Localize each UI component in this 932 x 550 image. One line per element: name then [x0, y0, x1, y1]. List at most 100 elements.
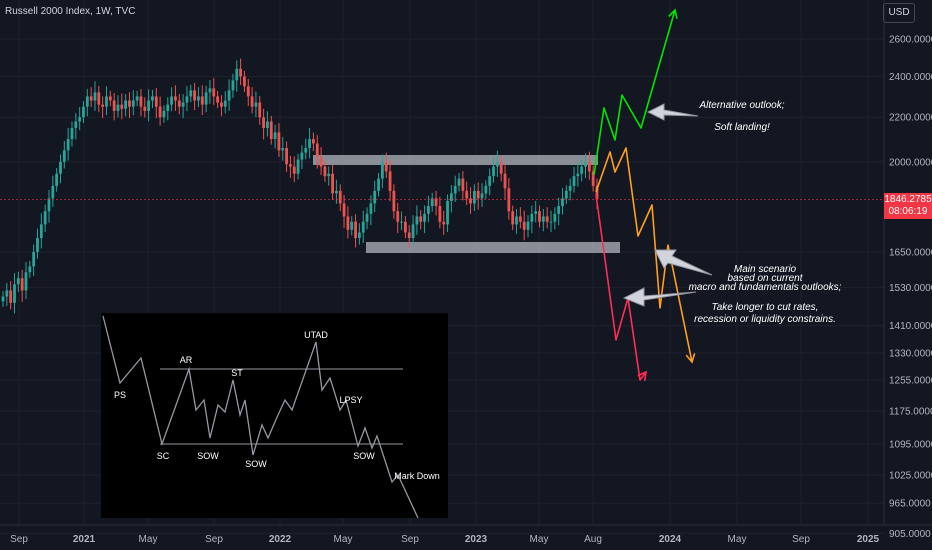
price-axis: 2600.0000 2400.0000 2200.0000 2000.0000 1650… [883, 0, 932, 540]
candle-body [250, 96, 254, 107]
candle-body [254, 102, 258, 107]
candle-body [181, 102, 185, 107]
candle-body [327, 173, 331, 177]
candle-body [32, 251, 36, 267]
candle-body [166, 104, 170, 111]
candle-body [89, 96, 93, 101]
candle-body [331, 173, 334, 194]
candle-body [380, 161, 384, 179]
candle-body [124, 100, 128, 109]
candle-body [472, 190, 476, 204]
candle-body [116, 104, 120, 111]
last-price-tag: 1846.2785 08:06:19 [884, 193, 932, 219]
support-resistance-zones [313, 155, 620, 253]
candle-body [9, 290, 13, 303]
candle-body [480, 193, 484, 199]
annotation-text: Take longer to cut rates, [712, 302, 819, 313]
candle-body [208, 88, 212, 93]
candle-body [24, 272, 28, 291]
candle-body [507, 188, 511, 212]
time-tick-label: Sep [205, 534, 223, 545]
candle-body [158, 106, 162, 118]
candle-body [312, 139, 315, 144]
candle-body [101, 104, 105, 107]
price-tick-label: 1025.0000 [889, 470, 932, 481]
annotation-text: recession or liquidity constrains. [694, 314, 836, 325]
candle-body [204, 92, 208, 105]
candle-body [457, 178, 461, 186]
main-callout-arrow-lower [622, 287, 697, 307]
candle-body [231, 80, 235, 91]
candle-body [112, 100, 116, 111]
candle-body [400, 221, 403, 223]
candle-body [78, 117, 82, 122]
main-callout-arrow-upper [654, 249, 713, 276]
candle-body [495, 161, 499, 167]
candle-body [147, 100, 151, 111]
candle-body [335, 190, 338, 194]
candle-body [227, 90, 231, 101]
candle-body [304, 148, 308, 153]
candle-body [193, 90, 197, 101]
candle-body [216, 96, 220, 103]
candle-body [595, 185, 599, 200]
candle-body [518, 216, 522, 222]
candle-body [530, 213, 534, 222]
candle-body [407, 232, 411, 238]
candle-body [281, 148, 285, 151]
candle-body [461, 178, 465, 191]
candle-body [453, 185, 457, 194]
candle-body [128, 100, 131, 107]
candle-body [120, 104, 124, 109]
candle-body [526, 221, 530, 230]
price-tick-label: 1650.0000 [889, 247, 932, 258]
candle-body [515, 216, 518, 225]
candle-body [392, 190, 396, 212]
candle-body [545, 216, 549, 222]
candle-body [269, 121, 273, 140]
candle-body [1, 296, 5, 302]
candle-body [403, 221, 407, 233]
time-tick-label: May [139, 534, 158, 545]
time-tick-label: May [728, 534, 747, 545]
candle-body [373, 190, 377, 204]
candle-body [361, 221, 365, 233]
candle-body [308, 139, 311, 149]
candle-body [74, 121, 78, 129]
candle-body [243, 76, 246, 87]
candle-body [162, 110, 166, 118]
candle-body [13, 284, 16, 303]
price-tick-label: 1410.0000 [889, 321, 932, 332]
candle-body [534, 211, 538, 214]
candle-body [5, 290, 9, 297]
currency-button[interactable]: USD [883, 3, 915, 23]
candle-body [70, 128, 74, 140]
inset-price-path [102, 315, 419, 519]
red-projection-path [595, 194, 647, 381]
candle-body [185, 96, 189, 103]
price-tick-label: 2000.0000 [889, 157, 932, 168]
candle-body [492, 166, 495, 177]
price-tick-label: 965.0000 [889, 499, 931, 510]
price-tick-label: 1330.0000 [889, 348, 932, 359]
candle-body [16, 278, 20, 285]
wyckoff-label: AR [180, 355, 193, 365]
chart-title: Russell 2000 Index, 1W, TVC [5, 6, 136, 17]
wyckoff-label: SOW [245, 459, 267, 469]
last-price-value: 1846.2785 [884, 194, 932, 205]
candle-body [365, 213, 369, 222]
candle-body [419, 216, 423, 222]
time-tick-label: 2025 [857, 534, 880, 545]
candle-body [139, 96, 143, 107]
candle-body [289, 164, 292, 167]
candle-body [584, 161, 587, 167]
candle-body [557, 206, 561, 214]
candle-body [568, 185, 572, 191]
price-tick-label: 1095.0000 [889, 440, 932, 451]
candle-body [39, 224, 43, 238]
candle-body [47, 198, 51, 212]
candle-body [369, 203, 373, 214]
annotation-text: macro and fundamentals outlooks; [689, 282, 842, 293]
candle-body [66, 139, 70, 151]
